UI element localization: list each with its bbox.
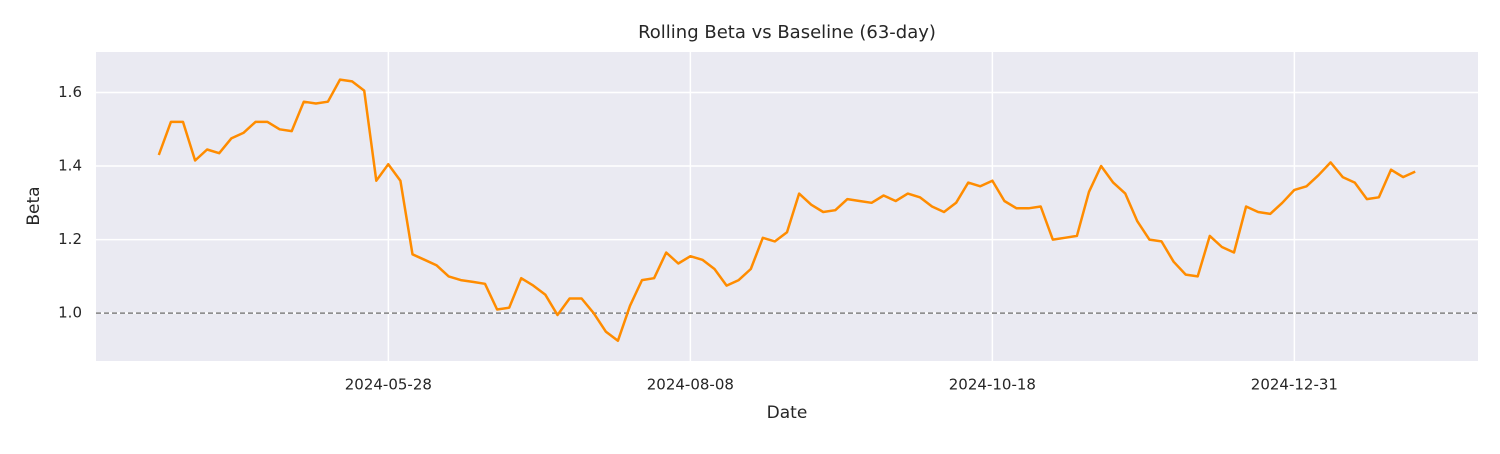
y-axis-label: Beta bbox=[24, 186, 44, 225]
y-tick-label: 1.2 bbox=[58, 230, 82, 248]
y-tick-label: 1.4 bbox=[58, 157, 82, 175]
x-tick-label: 2024-12-31 bbox=[1251, 376, 1338, 394]
chart-title: Rolling Beta vs Baseline (63-day) bbox=[638, 22, 936, 43]
series-line bbox=[157, 78, 1416, 343]
y-tick-label: 1.6 bbox=[58, 83, 82, 101]
plot-area bbox=[96, 52, 1478, 361]
x-tick-label: 2024-05-28 bbox=[345, 376, 432, 394]
x-axis-label: Date bbox=[767, 403, 808, 423]
x-tick-label: 2024-08-08 bbox=[647, 376, 734, 394]
x-tick-label: 2024-10-18 bbox=[949, 376, 1036, 394]
y-tick-label: 1.0 bbox=[58, 304, 82, 322]
